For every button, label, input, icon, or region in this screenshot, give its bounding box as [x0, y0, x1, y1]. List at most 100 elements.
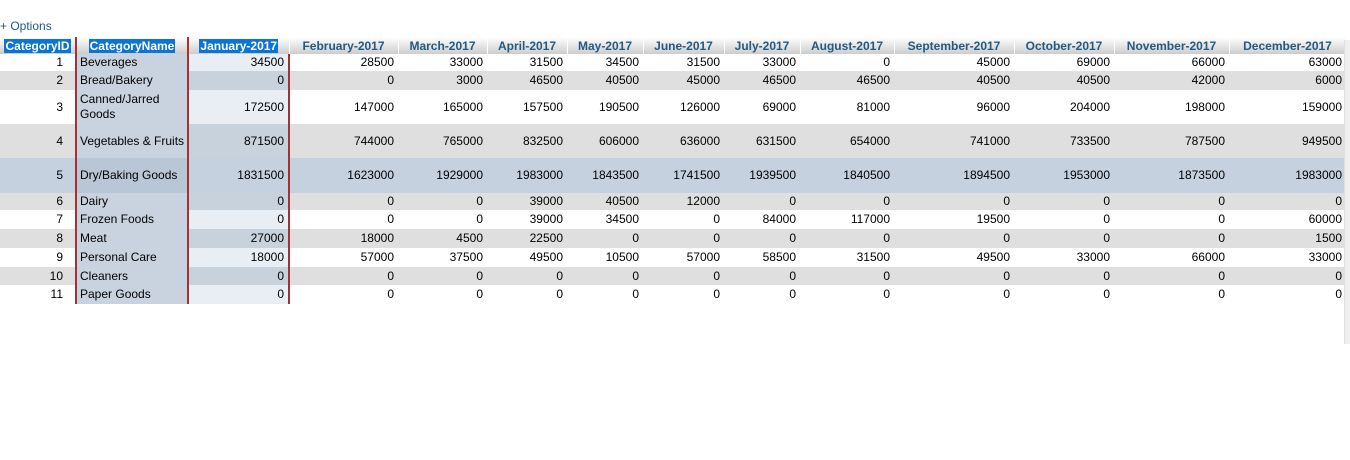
cell-category-name[interactable]: Paper Goods: [75, 285, 188, 304]
cell-january-2017[interactable]: 1831500: [187, 158, 290, 193]
cell-march-2017[interactable]: 0: [398, 193, 487, 210]
cell-november-2017[interactable]: 0: [1114, 193, 1229, 210]
cell-march-2017[interactable]: 3000: [398, 71, 487, 90]
cell-june-2017[interactable]: 45000: [643, 71, 724, 90]
table-row[interactable]: 8 Meat 27000 18000 4500 22500 0 0 0 0 0 0 0 1500: [0, 229, 1346, 248]
cell-september-2017[interactable]: 741000: [894, 124, 1014, 158]
cell-february-2017[interactable]: 0: [289, 71, 398, 90]
cell-july-2017[interactable]: 46500: [724, 71, 800, 90]
cell-june-2017[interactable]: 0: [643, 229, 724, 248]
cell-category-id[interactable]: 6: [0, 193, 76, 210]
cell-november-2017[interactable]: 0: [1114, 285, 1229, 304]
table-row[interactable]: 7 Frozen Foods 0 0 0 39000 34500 0 84000 117000 19…: [0, 210, 1346, 229]
cell-may-2017[interactable]: 34500: [567, 54, 643, 71]
cell-september-2017[interactable]: 0: [894, 285, 1014, 304]
cell-category-id[interactable]: 2: [0, 71, 76, 90]
cell-november-2017[interactable]: 1873500: [1114, 158, 1229, 193]
cell-october-2017[interactable]: 1953000: [1014, 158, 1114, 193]
cell-category-name[interactable]: Beverages: [75, 54, 188, 71]
cell-april-2017[interactable]: 39000: [487, 210, 567, 229]
cell-may-2017[interactable]: 0: [567, 267, 643, 285]
cell-december-2017[interactable]: 63000: [1229, 54, 1346, 71]
column-header-february-2017[interactable]: February-2017: [289, 37, 399, 54]
column-header-march-2017[interactable]: March-2017: [398, 37, 488, 54]
cell-category-id[interactable]: 5: [0, 158, 76, 193]
table-row[interactable]: 9 Personal Care 18000 57000 37500 49500 10500 5…: [0, 248, 1346, 267]
table-row[interactable]: 6 Dairy 0 0 0 39000 40500 12000 0 0 0 0 0 0: [0, 193, 1346, 210]
cell-january-2017[interactable]: 0: [187, 210, 290, 229]
column-header-november-2017[interactable]: November-2017: [1114, 37, 1230, 54]
table-row[interactable]: 5 Dry/Baking Goods 1831500 1623000 1929000 19…: [0, 158, 1346, 193]
cell-september-2017[interactable]: 45000: [894, 54, 1014, 71]
cell-june-2017[interactable]: 0: [643, 210, 724, 229]
cell-category-name[interactable]: Frozen Foods: [75, 210, 188, 229]
cell-march-2017[interactable]: 0: [398, 267, 487, 285]
cell-april-2017[interactable]: 22500: [487, 229, 567, 248]
cell-december-2017[interactable]: 0: [1229, 285, 1346, 304]
cell-july-2017[interactable]: 84000: [724, 210, 800, 229]
cell-category-name[interactable]: Dry/Baking Goods: [75, 158, 188, 193]
cell-february-2017[interactable]: 18000: [289, 229, 398, 248]
cell-may-2017[interactable]: 34500: [567, 210, 643, 229]
column-header-june-2017[interactable]: June-2017: [643, 37, 725, 54]
cell-september-2017[interactable]: 0: [894, 267, 1014, 285]
cell-november-2017[interactable]: 198000: [1114, 90, 1229, 124]
cell-category-id[interactable]: 10: [0, 267, 76, 285]
cell-category-name[interactable]: Personal Care: [75, 248, 188, 267]
cell-march-2017[interactable]: 37500: [398, 248, 487, 267]
cell-july-2017[interactable]: 0: [724, 229, 800, 248]
cell-may-2017[interactable]: 10500: [567, 248, 643, 267]
cell-january-2017[interactable]: 0: [187, 285, 290, 304]
cell-december-2017[interactable]: 949500: [1229, 124, 1346, 158]
cell-august-2017[interactable]: 1840500: [800, 158, 894, 193]
cell-category-name[interactable]: Canned/Jarred Goods: [75, 90, 188, 124]
cell-category-id[interactable]: 1: [0, 54, 76, 71]
cell-january-2017[interactable]: 18000: [187, 248, 290, 267]
cell-september-2017[interactable]: 19500: [894, 210, 1014, 229]
cell-august-2017[interactable]: 31500: [800, 248, 894, 267]
cell-april-2017[interactable]: 0: [487, 285, 567, 304]
cell-category-id[interactable]: 11: [0, 285, 76, 304]
cell-july-2017[interactable]: 631500: [724, 124, 800, 158]
cell-october-2017[interactable]: 69000: [1014, 54, 1114, 71]
column-header-categoryname[interactable]: CategoryName: [75, 37, 189, 54]
cell-august-2017[interactable]: 0: [800, 267, 894, 285]
cell-june-2017[interactable]: 12000: [643, 193, 724, 210]
cell-september-2017[interactable]: 0: [894, 193, 1014, 210]
cell-june-2017[interactable]: 0: [643, 267, 724, 285]
cell-february-2017[interactable]: 0: [289, 285, 398, 304]
cell-april-2017[interactable]: 1983000: [487, 158, 567, 193]
cell-august-2017[interactable]: 0: [800, 193, 894, 210]
cell-may-2017[interactable]: 0: [567, 229, 643, 248]
cell-april-2017[interactable]: 0: [487, 267, 567, 285]
cell-january-2017[interactable]: 27000: [187, 229, 290, 248]
cell-february-2017[interactable]: 0: [289, 210, 398, 229]
cell-category-id[interactable]: 3: [0, 90, 76, 124]
cell-march-2017[interactable]: 4500: [398, 229, 487, 248]
cell-november-2017[interactable]: 66000: [1114, 248, 1229, 267]
cell-january-2017[interactable]: 0: [187, 267, 290, 285]
cell-august-2017[interactable]: 81000: [800, 90, 894, 124]
cell-november-2017[interactable]: 0: [1114, 210, 1229, 229]
cell-december-2017[interactable]: 1983000: [1229, 158, 1346, 193]
cell-march-2017[interactable]: 0: [398, 285, 487, 304]
cell-january-2017[interactable]: 34500: [187, 54, 290, 71]
cell-february-2017[interactable]: 1623000: [289, 158, 398, 193]
cell-october-2017[interactable]: 0: [1014, 210, 1114, 229]
cell-april-2017[interactable]: 31500: [487, 54, 567, 71]
cell-september-2017[interactable]: 40500: [894, 71, 1014, 90]
cell-september-2017[interactable]: 0: [894, 229, 1014, 248]
cell-november-2017[interactable]: 787500: [1114, 124, 1229, 158]
cell-october-2017[interactable]: 33000: [1014, 248, 1114, 267]
cell-july-2017[interactable]: 0: [724, 285, 800, 304]
cell-january-2017[interactable]: 871500: [187, 124, 290, 158]
cell-april-2017[interactable]: 46500: [487, 71, 567, 90]
cell-march-2017[interactable]: 765000: [398, 124, 487, 158]
cell-september-2017[interactable]: 96000: [894, 90, 1014, 124]
cell-category-name[interactable]: Vegetables & Fruits: [75, 124, 188, 158]
column-header-october-2017[interactable]: October-2017: [1014, 37, 1115, 54]
cell-august-2017[interactable]: 654000: [800, 124, 894, 158]
cell-october-2017[interactable]: 0: [1014, 267, 1114, 285]
cell-june-2017[interactable]: 0: [643, 285, 724, 304]
cell-october-2017[interactable]: 733500: [1014, 124, 1114, 158]
